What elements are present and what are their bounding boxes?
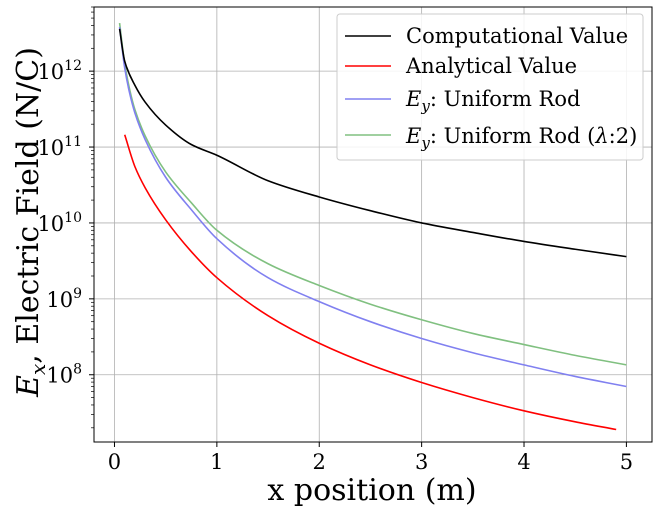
legend-lambda-symbol: E [405,124,421,148]
y-tick-base: 10 [46,364,73,388]
legend-lambda-rest: : Uniform Rod ( [430,124,596,148]
y-tick-exponent: 9 [73,286,82,302]
y-tick-base: 10 [46,288,73,312]
x-tick-label: 1 [210,450,223,474]
legend-label-computational: Computational Value [406,24,628,48]
legend-lambda-greek: λ [594,124,608,148]
y-tick-label: 108 [46,362,82,388]
legend: Computational Value Analytical Value Ey:… [336,13,644,161]
legend-box [336,13,644,161]
legend-lambda-rest2: :2) [609,124,638,148]
y-tick-exponent: 10 [64,210,82,226]
y-tick-label: 1012 [37,58,82,84]
x-tick-label: 4 [517,450,530,474]
y-axis-label-rest: , Electric Field (N/C) [11,47,46,364]
y-tick-label: 1011 [37,134,82,160]
series-line-computational [118,28,627,258]
y-tick-exponent: 12 [64,58,82,74]
series-line-analytical [123,134,617,431]
y-axis-label: Ex, Electric Field (N/C) [11,47,50,398]
x-axis-label: x position (m) [267,473,476,508]
legend-label-uniform-rod-lambda: Ey: Uniform Rod (λ:2) [405,124,637,152]
x-tick-label: 5 [620,450,633,474]
y-tick-base: 10 [37,212,64,236]
x-axis-ticks: 0 1 2 3 4 5 [108,442,633,474]
y-axis-label-symbol: E [11,375,46,398]
x-tick-label: 0 [108,450,121,474]
legend-uniform-rod-rest: : Uniform Rod [430,87,581,111]
y-tick-exponent: 11 [64,134,82,150]
legend-uniform-rod-symbol: E [405,87,421,111]
y-tick-exponent: 8 [73,362,82,378]
series-line-uniform-rod [118,27,627,388]
y-tick-label: 109 [46,286,82,312]
y-tick-label: 1010 [37,210,82,236]
legend-label-uniform-rod: Ey: Uniform Rod [405,87,580,115]
x-tick-label: 2 [313,450,326,474]
legend-uniform-rod-subscript: y [420,97,430,115]
plot-lines [118,22,627,431]
plot-frame [93,6,653,443]
y-tick-base: 10 [37,60,64,84]
y-tick-base: 10 [37,136,64,160]
legend-lambda-subscript: y [420,134,430,152]
series-line-uniform-rod-lambda [118,22,627,366]
legend-label-analytical: Analytical Value [405,54,577,78]
y-axis-label-subscript: x [26,364,50,375]
x-tick-label: 3 [415,450,428,474]
